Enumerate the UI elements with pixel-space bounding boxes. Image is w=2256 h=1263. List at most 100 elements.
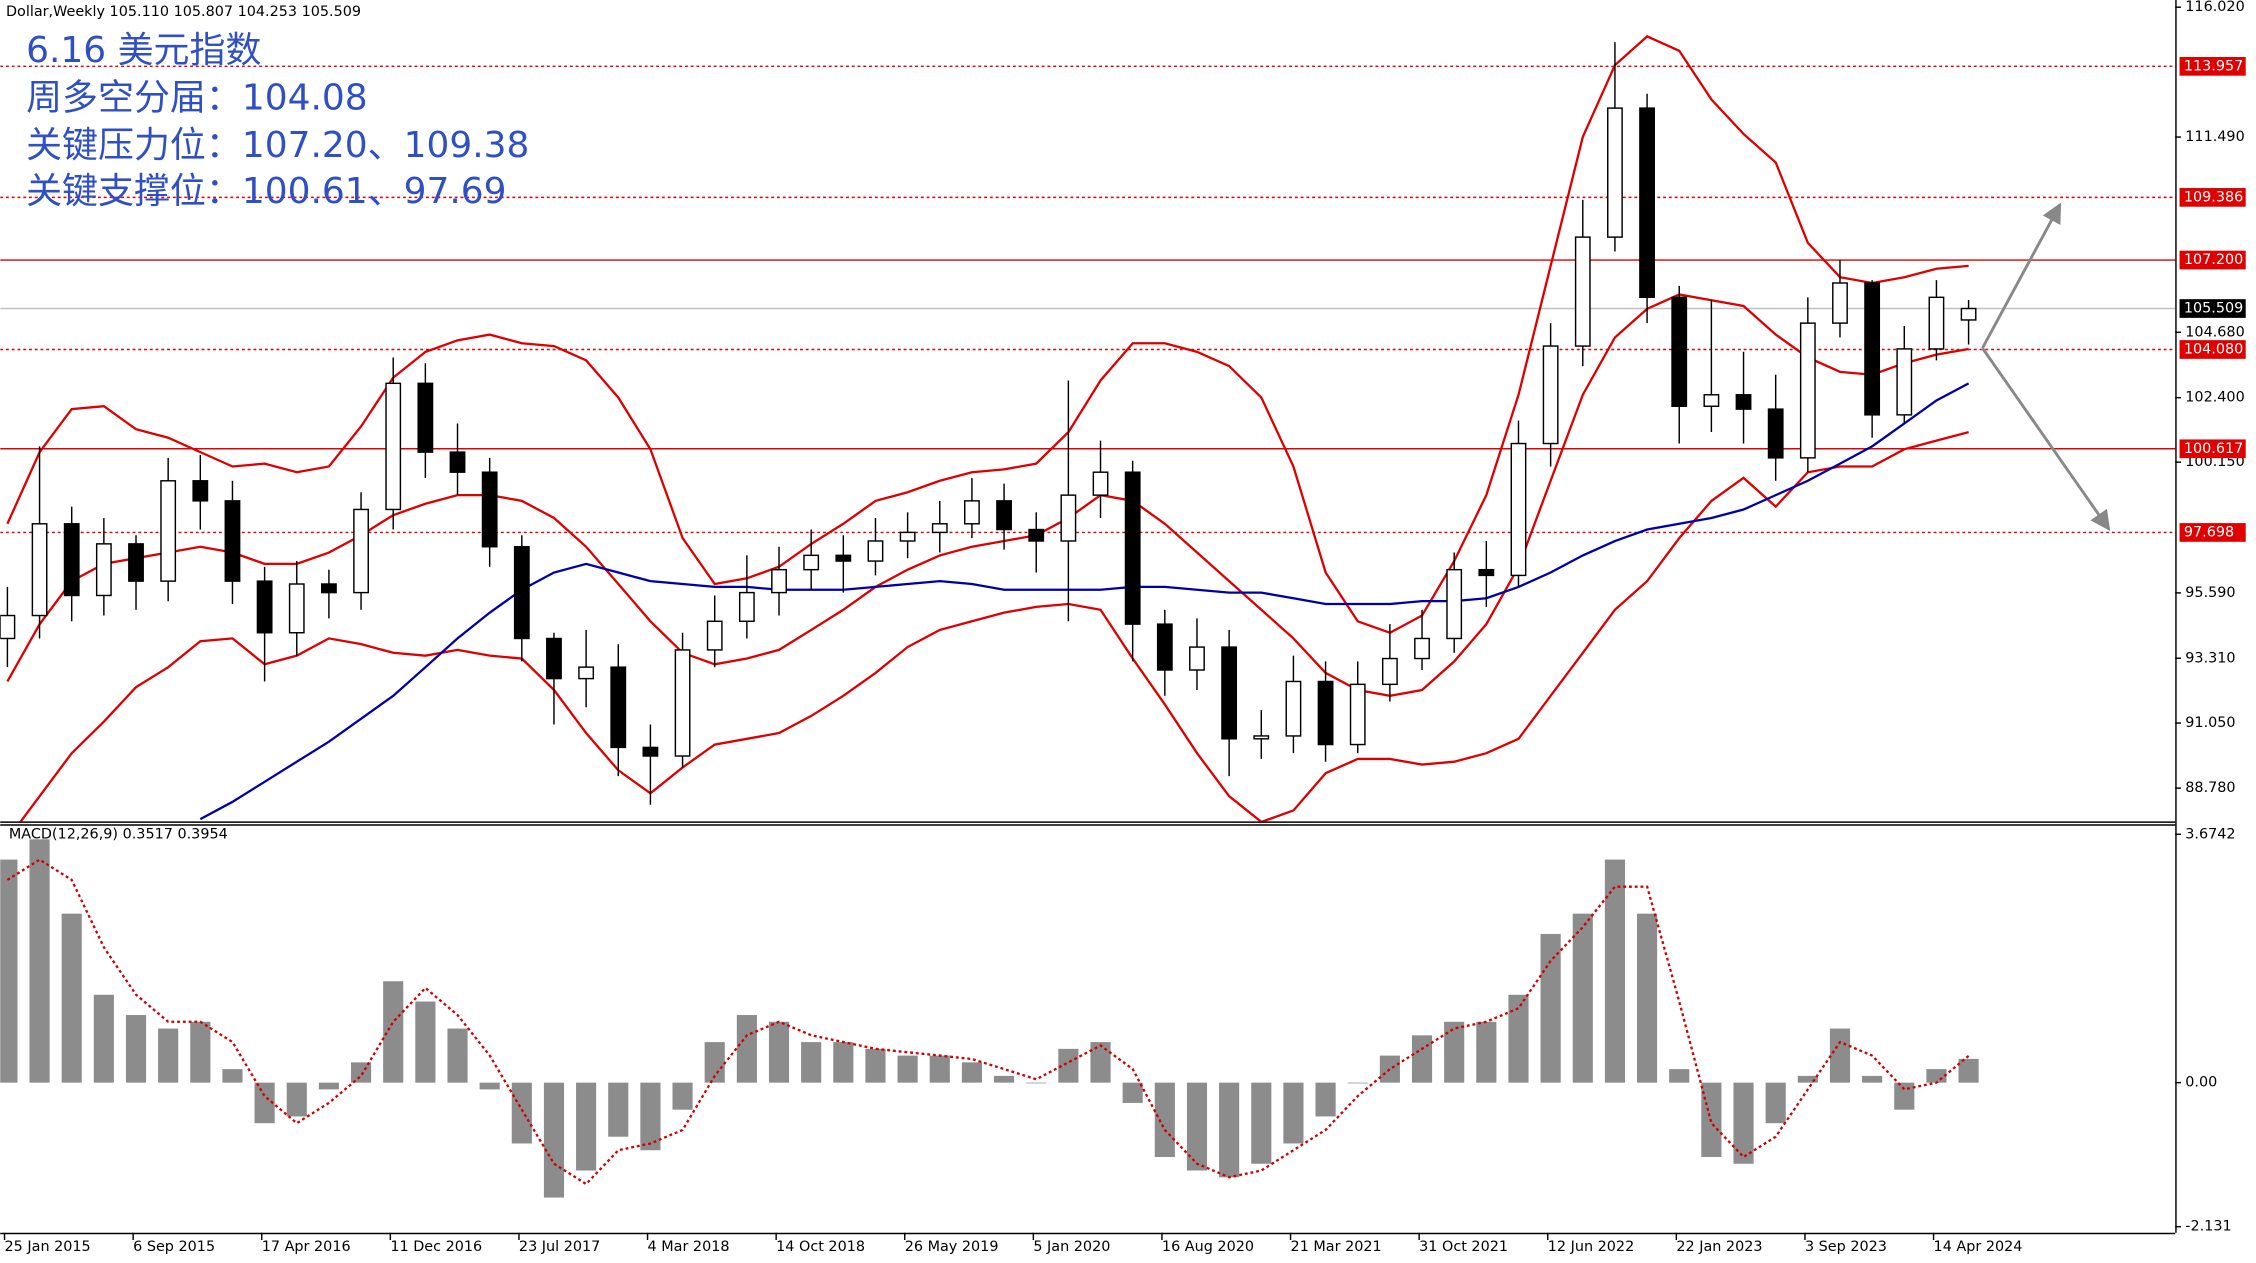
macd-bar xyxy=(1958,1058,1979,1083)
candle-body xyxy=(1510,442,1527,577)
level-label-box xyxy=(2179,439,2246,459)
x-tick-label: 23 Jul 2017 xyxy=(519,1239,600,1255)
candle-body xyxy=(1381,657,1398,686)
candle-body xyxy=(674,649,691,757)
macd-bar xyxy=(447,1028,468,1083)
annotation: 6.16 美元指数 xyxy=(26,30,261,71)
macd-bar xyxy=(672,1082,693,1110)
y-tick-label: 111.490 xyxy=(2185,129,2244,145)
candle-body xyxy=(1607,107,1623,238)
x-tick-label: 17 Apr 2016 xyxy=(262,1239,351,1255)
candle-body xyxy=(1285,680,1302,737)
candle-body xyxy=(1221,646,1238,740)
macd-bar xyxy=(254,1082,275,1124)
x-tick-label: 26 May 2019 xyxy=(905,1239,999,1255)
candle-body xyxy=(1028,528,1045,542)
candle-body xyxy=(1156,623,1173,671)
indicator-line xyxy=(6,35,1969,635)
x-tick-label: 31 Oct 2021 xyxy=(1419,1239,1508,1255)
candle-body xyxy=(1574,236,1591,347)
x-tick-label: 4 Mar 2018 xyxy=(648,1239,730,1255)
macd-bar xyxy=(865,1048,886,1083)
candle-body xyxy=(321,583,337,594)
y-tick-label: 0.00 xyxy=(2185,1075,2217,1091)
candle-body xyxy=(899,531,916,542)
macd-bar xyxy=(383,981,404,1083)
x-tick-label: 14 Apr 2024 xyxy=(1934,1239,2023,1255)
macd-bar xyxy=(961,1062,982,1083)
candle-body xyxy=(1092,471,1109,496)
indicator-line xyxy=(199,382,1970,821)
candle-body xyxy=(449,451,466,473)
macd-bar xyxy=(1347,1082,1368,1084)
candle-body xyxy=(1478,568,1495,577)
y-tick-label: 100.150 xyxy=(2185,454,2244,470)
y-tick-label: 3.6742 xyxy=(2185,826,2235,842)
level-label: 104.080 xyxy=(2184,341,2243,357)
y-tick-label: 102.400 xyxy=(2185,390,2244,406)
macd-bar xyxy=(511,1082,532,1144)
candle-body xyxy=(1928,296,1945,350)
x-tick-label: 3 Sep 2023 xyxy=(1805,1239,1887,1255)
candle-body xyxy=(1864,282,1881,416)
annotation: 周多空分届：104.08 xyxy=(26,77,368,118)
candle-body xyxy=(642,746,659,757)
macd-bar xyxy=(93,994,114,1083)
candle-body xyxy=(835,554,852,562)
macd-bar xyxy=(801,1042,822,1083)
level-label: 109.386 xyxy=(2184,189,2243,205)
arrow-down xyxy=(1981,347,2111,532)
y-tick-label: 88.780 xyxy=(2185,780,2235,796)
macd-bar xyxy=(1508,994,1529,1083)
macd-title: MACD(12,26,9) 0.3517 0.3954 xyxy=(9,827,228,843)
candle-body xyxy=(1735,394,1752,410)
macd-bar xyxy=(350,1062,372,1083)
candle-body xyxy=(867,540,884,562)
macd-bar xyxy=(736,1015,757,1083)
indicator-line xyxy=(19,431,1969,822)
candle-body xyxy=(1671,296,1688,407)
macd-bar xyxy=(1444,1021,1465,1083)
candle-body xyxy=(0,614,16,640)
level-label-box xyxy=(2179,250,2246,270)
level-label-box xyxy=(2179,56,2246,76)
candle-body xyxy=(1446,568,1463,640)
candle-body xyxy=(1349,683,1366,746)
candle-body xyxy=(706,620,723,651)
y-tick-label: 93.310 xyxy=(2185,650,2235,666)
macd-bar xyxy=(897,1055,918,1083)
x-tick-label: 11 Dec 2016 xyxy=(390,1239,482,1255)
candle-body xyxy=(513,546,530,640)
candle-body xyxy=(1189,646,1205,671)
macd-bar xyxy=(1186,1082,1208,1171)
macd-bar xyxy=(1476,1021,1497,1083)
candle-body xyxy=(1317,680,1334,746)
candle-body xyxy=(63,523,80,597)
last-price-box xyxy=(2179,299,2246,318)
last-price-label: 105.509 xyxy=(2184,301,2243,317)
x-tick-label: 16 Aug 2020 xyxy=(1162,1239,1254,1255)
axes: 116.020 111.490 104.680 102.400 100.150 95.59… xyxy=(3,0,2246,1255)
candle-body xyxy=(256,580,273,634)
candle-body xyxy=(1414,637,1430,660)
macd-bar xyxy=(1026,1082,1047,1084)
x-tick-label: 5 Jan 2020 xyxy=(1033,1239,1110,1255)
macd-bar xyxy=(994,1075,1015,1083)
level-label-box xyxy=(2179,340,2246,359)
macd-bar xyxy=(1829,1028,1851,1083)
arrow-up xyxy=(1981,202,2062,349)
candle-body xyxy=(771,568,787,594)
macd-bar xyxy=(1894,1082,1915,1110)
macd-bar xyxy=(1765,1082,1786,1124)
candle-body xyxy=(385,382,402,511)
y-tick-label: 104.680 xyxy=(2185,324,2244,340)
macd-bar xyxy=(318,1082,339,1090)
x-tick-label: 25 Jan 2015 xyxy=(5,1239,91,1255)
macd-bar xyxy=(61,913,82,1083)
level-label: 100.617 xyxy=(2184,441,2243,457)
candle-body xyxy=(353,508,369,594)
candle-body xyxy=(610,666,627,749)
